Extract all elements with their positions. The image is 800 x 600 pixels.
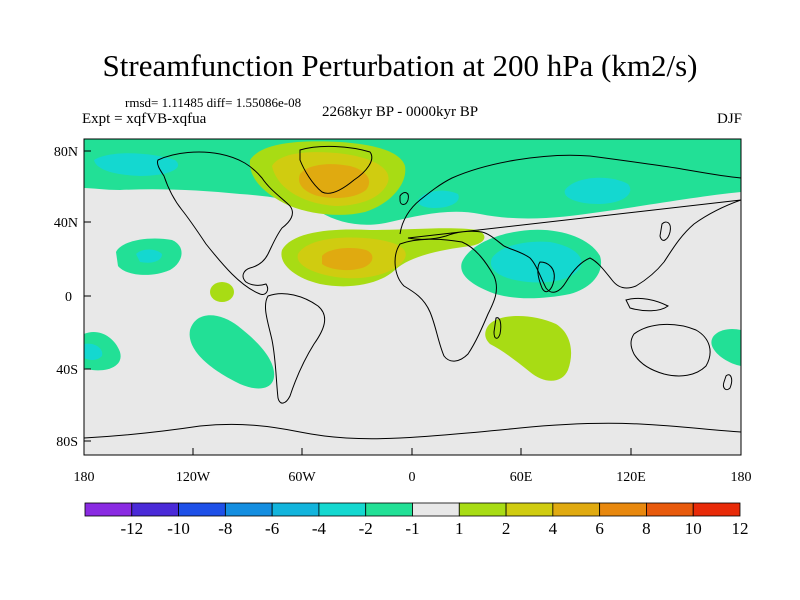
lon-label: 120W (176, 470, 211, 485)
coast-north-america (157, 151, 293, 295)
contour-india-neg2 (490, 241, 582, 283)
coast-australia (630, 323, 711, 377)
stats-label: rmsd= 1.11485 diff= 1.55086e-08 (125, 95, 302, 110)
contour-north-band (84, 139, 741, 225)
coast-se-asia (625, 297, 669, 312)
colorbar-label: 2 (502, 519, 511, 538)
lon-label: 120E (616, 470, 646, 485)
colorbar-label: -4 (312, 519, 327, 538)
colorbar-label: 10 (685, 519, 702, 538)
colorbar-label: 8 (642, 519, 651, 538)
contour-pacific-small-pos (210, 282, 234, 302)
contour-southwest-edge-neg2 (84, 343, 103, 360)
colorbar-swatch (458, 502, 507, 517)
lat-label: 40S (56, 363, 78, 378)
colorbar-swatch (131, 502, 179, 517)
contour-south-pacific-neg1 (189, 315, 275, 389)
coast-africa (394, 238, 497, 362)
colorbar-label: 6 (595, 519, 604, 538)
axis-ticks (83, 150, 742, 455)
colorbar-swatch (552, 502, 601, 517)
lon-label: 180 (74, 470, 95, 485)
lon-label: 180 (731, 470, 752, 485)
contour-south-indian-pos1 (485, 315, 572, 381)
coast-greenland (299, 145, 373, 194)
colorbar-label: -1 (405, 519, 419, 538)
colorbar-label: 4 (549, 519, 558, 538)
coast-eurasia (399, 154, 741, 293)
contour-pacific-20n-neg2 (136, 249, 162, 263)
lon-labels: 180 120W 60W 0 60E 120E 180 (74, 470, 752, 485)
contour-europe-blob (417, 190, 459, 208)
lon-label: 0 (409, 470, 416, 485)
colorbar-swatch (365, 502, 413, 517)
lon-label: 60W (288, 470, 316, 485)
colorbar-swatch (271, 502, 320, 517)
contour-southeast-edge-neg1 (711, 328, 741, 366)
colorbar-label: -2 (359, 519, 373, 538)
colorbar-swatch (84, 502, 133, 517)
experiment-label: Expt = xqfVB-xqfua (82, 111, 207, 127)
colorbar (84, 502, 741, 517)
colorbar-swatch (224, 502, 273, 517)
colorbar-swatch (692, 502, 741, 517)
period-label: 2268kyr BP - 0000kyr BP (322, 104, 479, 120)
colorbar-label: -8 (218, 519, 232, 538)
contour-atlantic-pos3 (322, 248, 373, 271)
lat-labels: 80N 40N 0 40S 80S (54, 145, 78, 450)
colorbar-label: -6 (265, 519, 279, 538)
colorbar-label: -12 (120, 519, 143, 538)
coast-antarctica (84, 422, 741, 440)
colorbar-swatch (412, 502, 460, 517)
season-label: DJF (716, 111, 742, 127)
chart-title: Streamfunction Perturbation at 200 hPa (… (102, 48, 698, 83)
lat-label: 0 (65, 290, 72, 305)
colorbar-label: 1 (455, 519, 464, 538)
coast-south-america (265, 293, 326, 404)
colorbar-swatch (599, 502, 647, 517)
coast-uk (399, 192, 409, 205)
coastlines (84, 145, 741, 440)
coast-india (537, 261, 555, 293)
colorbar-swatch (505, 502, 554, 517)
contour-greenland-pos3 (298, 164, 370, 198)
colorbar-label: 12 (732, 519, 749, 538)
colorbar-swatch (318, 502, 367, 517)
contour-north-pacific-blob (94, 153, 179, 176)
colorbar-swatch (178, 502, 226, 517)
lat-label: 80N (54, 145, 78, 160)
lat-label: 40N (54, 216, 78, 231)
coast-japan (659, 221, 671, 241)
colorbar-labels: -12 -10 -8 -6 -4 -2 -1 1 2 4 6 8 10 12 (120, 519, 748, 538)
contour-layer (84, 139, 741, 389)
colorbar-swatch (646, 502, 694, 517)
lat-label: 80S (56, 435, 78, 450)
coast-new-zealand (723, 374, 733, 391)
coast-madagascar (493, 317, 502, 339)
contour-siberia-blob (564, 177, 631, 204)
lon-label: 60E (510, 470, 533, 485)
contour-southwest-edge-neg1 (84, 332, 121, 371)
colorbar-label: -10 (167, 519, 190, 538)
